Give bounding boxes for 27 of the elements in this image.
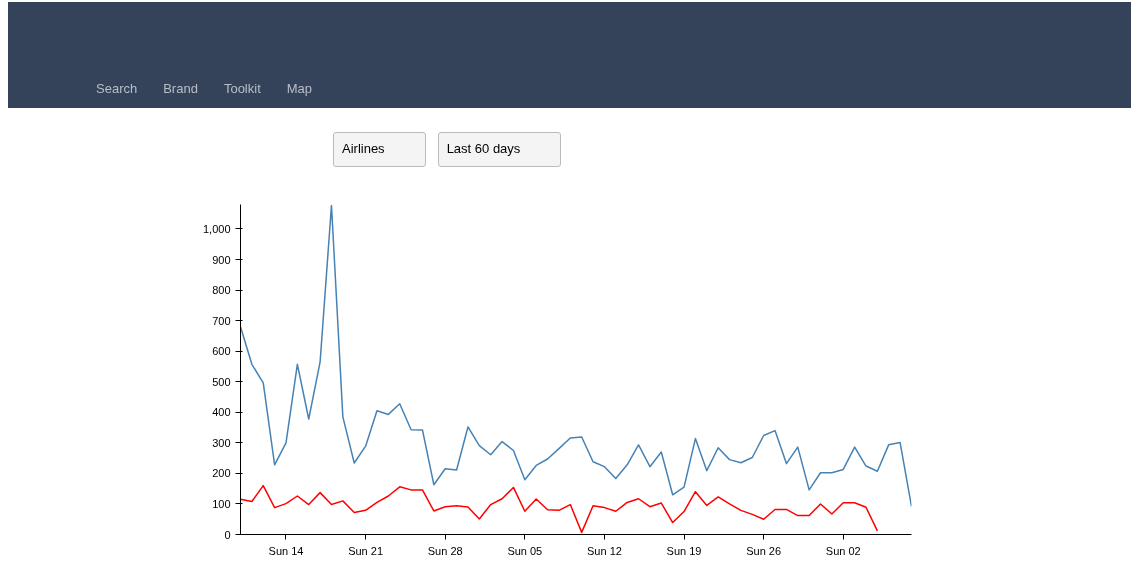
x-tick-label: Sun 26 [746,544,782,557]
y-tick-label: 900 [212,253,231,266]
y-tick-label: 400 [212,406,231,419]
text: Last 60 days [437,132,562,167]
text: Map [286,81,313,96]
y-tick-label: 300 [212,436,231,449]
y-tick-label: 800 [212,284,231,297]
y-tick-label: 0 [224,528,231,541]
y-tick-label: 600 [212,345,231,358]
x-tick-label: Sun 28 [427,544,463,557]
text: Search [96,81,138,96]
line-series [240,484,879,534]
y-tick-label: 1,000 [202,222,231,235]
x-tick-label: Sun 14 [268,544,304,557]
x-tick-label: Sun 19 [666,544,702,557]
y-tick-label: 100 [212,497,231,510]
line-series [240,204,912,508]
text: Brand [163,81,198,96]
y-tick-label: 700 [212,314,231,327]
x-tick-label: Sun 12 [587,544,622,557]
x-tick-label: Sun 21 [348,544,384,557]
x-tick-label: Sun 02 [825,544,861,557]
x-tick-label: Sun 05 [507,544,543,557]
y-tick-label: 500 [212,375,231,388]
text: Toolkit [223,81,261,96]
text: Airlines [333,132,426,167]
y-tick-label: 200 [212,467,231,480]
